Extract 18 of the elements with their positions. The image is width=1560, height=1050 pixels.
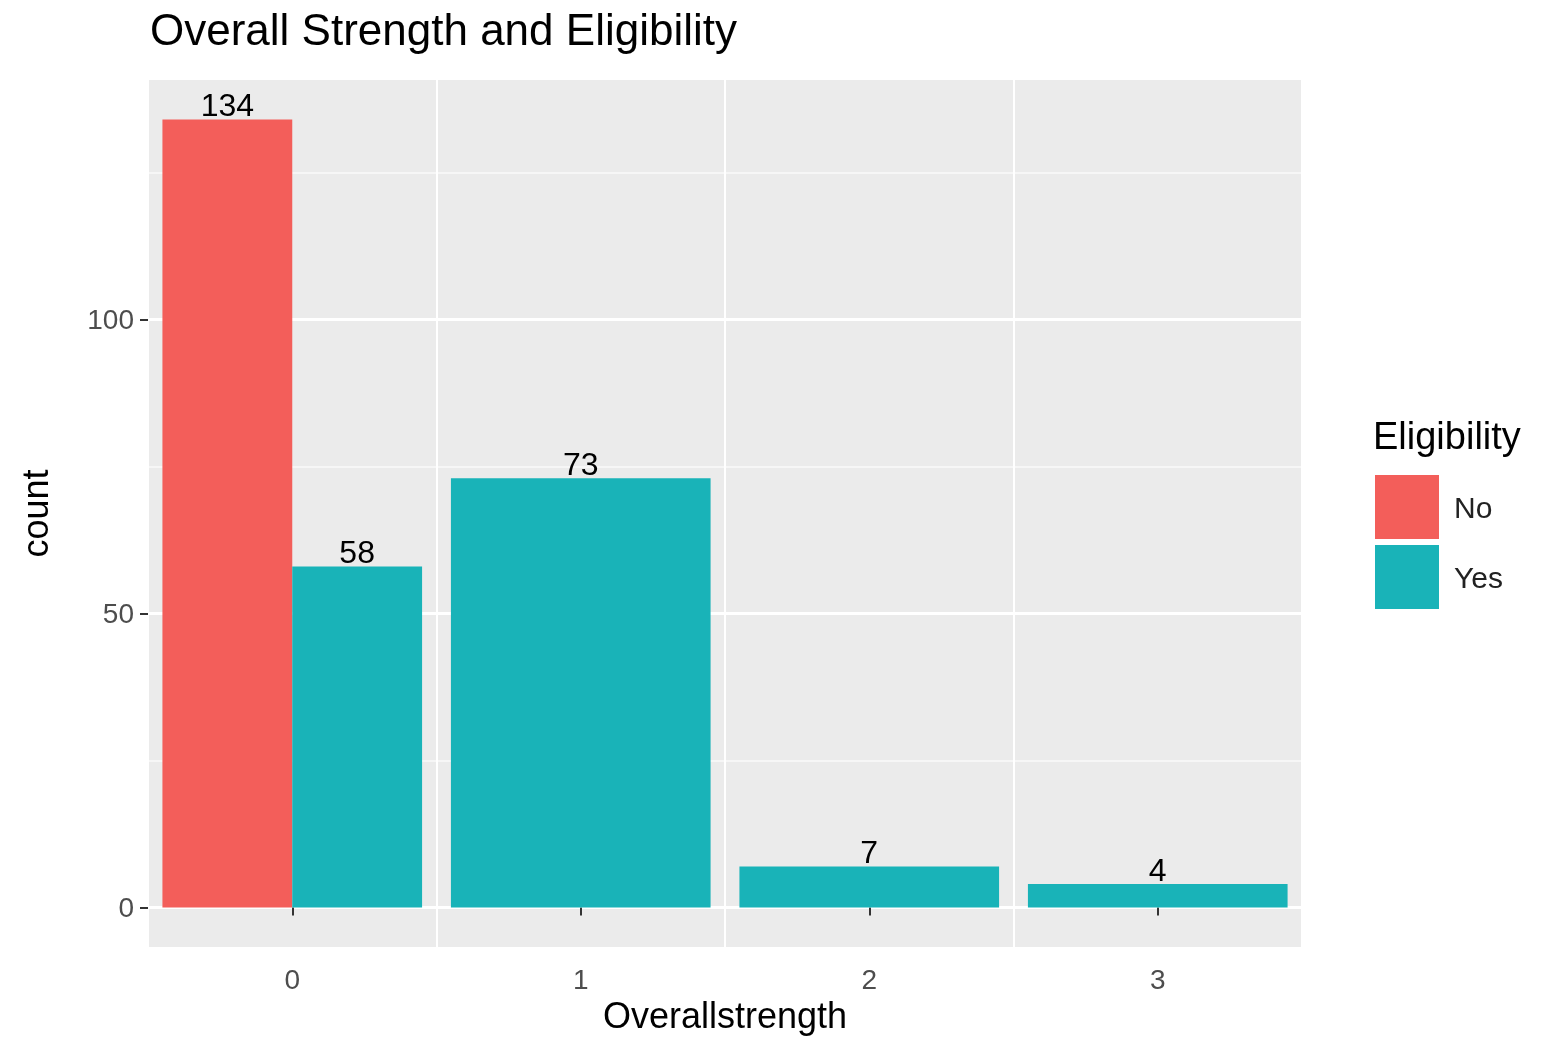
legend-label: Yes xyxy=(1454,560,1503,594)
data-label: 134 xyxy=(200,87,255,124)
legend-title: Eligibility xyxy=(1373,415,1521,457)
data-label: 4 xyxy=(1148,852,1167,889)
y-tick-label: 50 xyxy=(102,597,134,629)
x-tick-label: 2 xyxy=(861,963,878,995)
x-tick-label: 1 xyxy=(572,963,589,995)
data-label: 73 xyxy=(562,446,599,483)
chart-title: Overall Strength and Eligibility xyxy=(150,4,737,54)
data-label: 7 xyxy=(860,834,879,871)
data-label: 58 xyxy=(339,534,375,571)
y-tick-label: 100 xyxy=(87,303,134,335)
y-axis-title: count xyxy=(14,469,56,558)
x-axis-title: Overallstrength xyxy=(602,995,848,1037)
legend-label: No xyxy=(1454,490,1493,524)
x-tick-label: 0 xyxy=(284,963,301,995)
x-tick-label: 3 xyxy=(1149,963,1166,995)
y-tick-label: 0 xyxy=(118,892,134,924)
